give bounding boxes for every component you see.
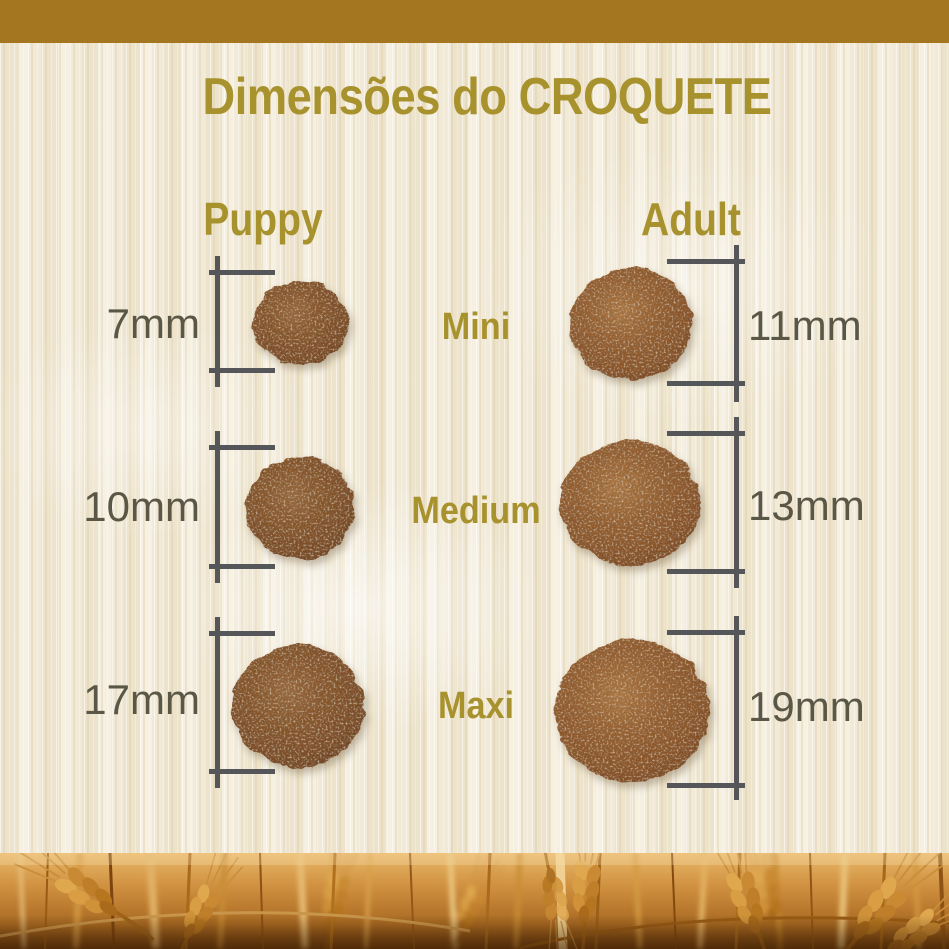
- bracket-tick-top: [209, 445, 275, 450]
- measurement-puppy-medium: 10mm: [83, 483, 200, 530]
- measure-bracket-puppy-maxi: [209, 617, 275, 788]
- kibble-photo-adult-maxi: [555, 640, 709, 782]
- top-accent-bar: [0, 0, 949, 43]
- kibble-photo-puppy-mini: [253, 281, 349, 365]
- bracket-line: [734, 245, 739, 402]
- measurement-adult-maxi: 19mm: [748, 683, 865, 730]
- bracket-tick-bottom: [209, 564, 275, 569]
- row-label-maxi: Maxi: [437, 685, 515, 727]
- kibble-photo-adult-mini: [570, 268, 692, 380]
- row-label-mini: Mini: [441, 306, 511, 348]
- column-header-puppy: Puppy: [203, 193, 323, 245]
- bracket-line: [734, 417, 739, 588]
- bracket-tick-top: [667, 259, 745, 264]
- bracket-tick-bottom: [667, 381, 745, 386]
- kibble-photo-adult-medium: [560, 441, 700, 565]
- measure-bracket-adult-medium: [667, 417, 745, 588]
- bracket-tick-bottom: [209, 368, 275, 373]
- bracket-line: [215, 617, 220, 788]
- bracket-line: [734, 616, 739, 800]
- kibble-photo-puppy-medium: [246, 457, 354, 559]
- bracket-tick-bottom: [667, 783, 745, 788]
- bracket-tick-top: [667, 431, 745, 436]
- wheat-photo-top-haze: [0, 853, 949, 865]
- measurement-puppy-maxi: 17mm: [83, 676, 200, 723]
- kibble-photo-puppy-maxi: [232, 645, 364, 767]
- measure-bracket-puppy-medium: [209, 431, 275, 583]
- bracket-line: [215, 431, 220, 583]
- measure-bracket-adult-maxi: [667, 616, 745, 800]
- row-label-medium: Medium: [411, 490, 541, 532]
- bracket-tick-bottom: [667, 569, 745, 574]
- column-header-adult: Adult: [641, 193, 741, 245]
- bracket-tick-top: [209, 631, 275, 636]
- measurement-adult-medium: 13mm: [748, 482, 865, 529]
- bracket-tick-bottom: [209, 769, 275, 774]
- wheat-photo-vignette: [0, 915, 949, 949]
- measurement-puppy-mini: 7mm: [106, 300, 200, 347]
- measurement-adult-mini: 11mm: [748, 302, 862, 349]
- page-title: Dimensões do CROQUETE: [202, 68, 772, 126]
- bracket-tick-top: [209, 270, 275, 275]
- wheat-field-photo: [0, 853, 949, 949]
- measure-bracket-adult-mini: [667, 245, 745, 402]
- bracket-line: [215, 256, 220, 387]
- measure-bracket-puppy-mini: [209, 256, 275, 387]
- bracket-tick-top: [667, 630, 745, 635]
